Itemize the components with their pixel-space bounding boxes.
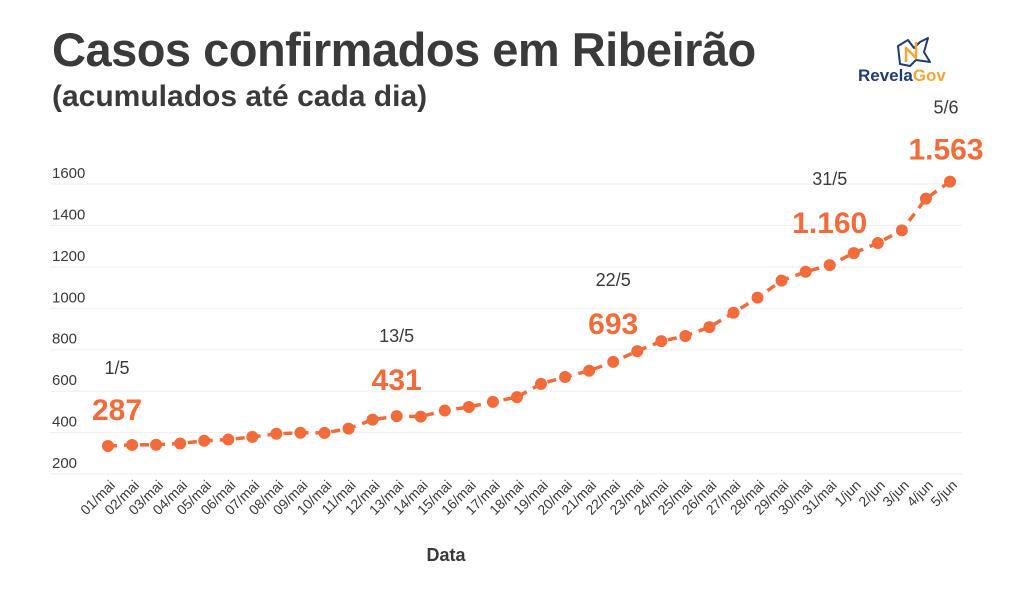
data-point: [751, 291, 764, 304]
data-point: [486, 395, 499, 408]
annotation-value: 693: [588, 308, 638, 341]
data-point: [102, 439, 114, 452]
data-point: [847, 247, 860, 260]
y-tick-label: 600: [52, 372, 77, 389]
data-point: [390, 410, 403, 423]
annotation-date: 5/6: [933, 98, 958, 118]
data-point: [703, 321, 716, 334]
data-point: [438, 404, 451, 417]
data-point: [871, 236, 884, 249]
y-tick-label: 1000: [52, 289, 85, 306]
data-point: [198, 434, 211, 447]
annotation-value: 1.563: [908, 134, 983, 167]
data-point: [559, 371, 572, 383]
data-point: [679, 329, 692, 342]
data-point: [799, 265, 812, 278]
data-point: [270, 427, 283, 440]
data-point: [607, 355, 620, 368]
y-tick-label: 800: [52, 331, 77, 348]
data-point: [174, 437, 187, 450]
data-point: [510, 391, 523, 404]
annotation-date: 13/5: [379, 326, 414, 346]
data-point: [366, 413, 379, 426]
annotation-date: 22/5: [596, 270, 631, 290]
chart-subtitle: (acumulados até cada dia): [52, 80, 428, 113]
y-tick-label: 1200: [52, 248, 85, 265]
data-point: [823, 259, 836, 272]
data-point: [294, 426, 307, 439]
chart-title: Casos confirmados em Ribeirão: [52, 23, 756, 76]
data-point: [318, 426, 331, 439]
annotation-value: 287: [92, 394, 142, 427]
data-point: [727, 306, 740, 319]
y-tick-label: 400: [52, 414, 77, 431]
data-point: [583, 364, 596, 377]
data-point: [895, 224, 908, 237]
data-point: [775, 274, 788, 287]
data-point: [919, 192, 932, 205]
data-point: [655, 335, 668, 348]
annotation-date: 1/5: [104, 358, 129, 378]
data-point: [342, 422, 355, 435]
data-point: [535, 377, 548, 390]
data-point: [414, 410, 427, 423]
y-tick-label: 1400: [52, 206, 85, 223]
annotation-value: 1.160: [792, 207, 867, 240]
revelagov-logo: RevelaGov: [858, 36, 968, 92]
logo-text: RevelaGov: [858, 66, 946, 85]
data-point: [462, 401, 475, 414]
x-tick-label: 5/jun: [927, 477, 960, 510]
data-point: [222, 433, 235, 446]
data-point: [631, 345, 644, 358]
map-outline-icon: [897, 37, 931, 67]
data-point: [944, 175, 956, 188]
annotation-date: 31/5: [812, 169, 847, 189]
y-tick-label: 200: [52, 455, 77, 472]
data-point: [150, 438, 163, 451]
x-axis-title: Data: [426, 545, 466, 565]
data-point: [126, 438, 139, 451]
y-tick-label: 1600: [52, 165, 85, 182]
annotation-value: 431: [372, 364, 422, 397]
data-point: [246, 430, 259, 443]
